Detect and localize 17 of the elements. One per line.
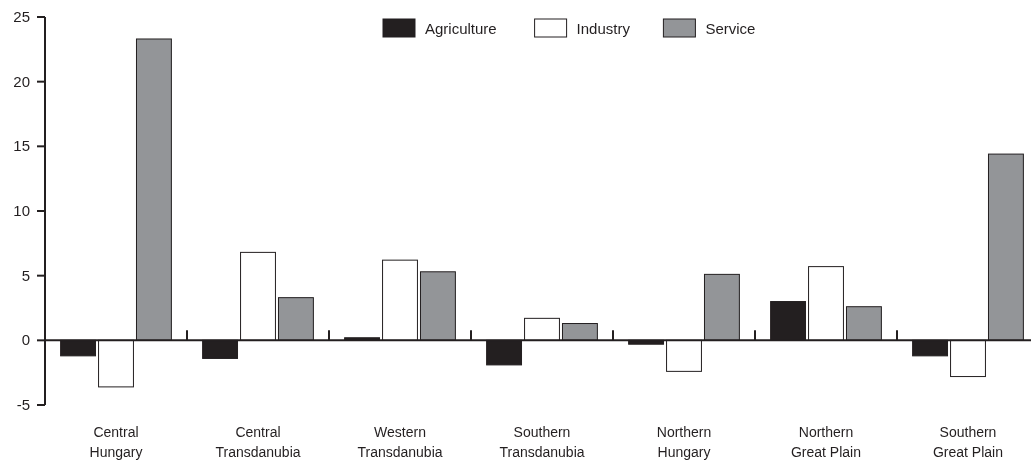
y-tick-label: 5: [21, 266, 30, 284]
y-tick-label: 0: [21, 331, 30, 349]
y-tick-label: 15: [13, 137, 30, 155]
x-tick-label: Central Hungary: [89, 424, 143, 460]
x-tick-label: Northern Great Plain: [790, 424, 862, 460]
y-tick-label: 20: [13, 72, 30, 90]
x-tick-label: Southern Transdanubia: [499, 424, 585, 460]
x-tick-label: Central Transdanubia: [215, 424, 301, 460]
legend-label: Service: [705, 20, 756, 37]
legend-label: Industry: [576, 20, 631, 37]
x-tick-label: Northern Hungary: [656, 424, 712, 460]
x-tick-label: Southern Great Plain: [932, 424, 1004, 460]
x-tick-label: Western Transdanubia: [357, 424, 443, 460]
legend-label: Agriculture: [425, 20, 497, 37]
y-tick-label: -5: [16, 396, 30, 413]
y-tick-label: 10: [13, 202, 30, 219]
y-tick-label: 25: [13, 8, 30, 25]
